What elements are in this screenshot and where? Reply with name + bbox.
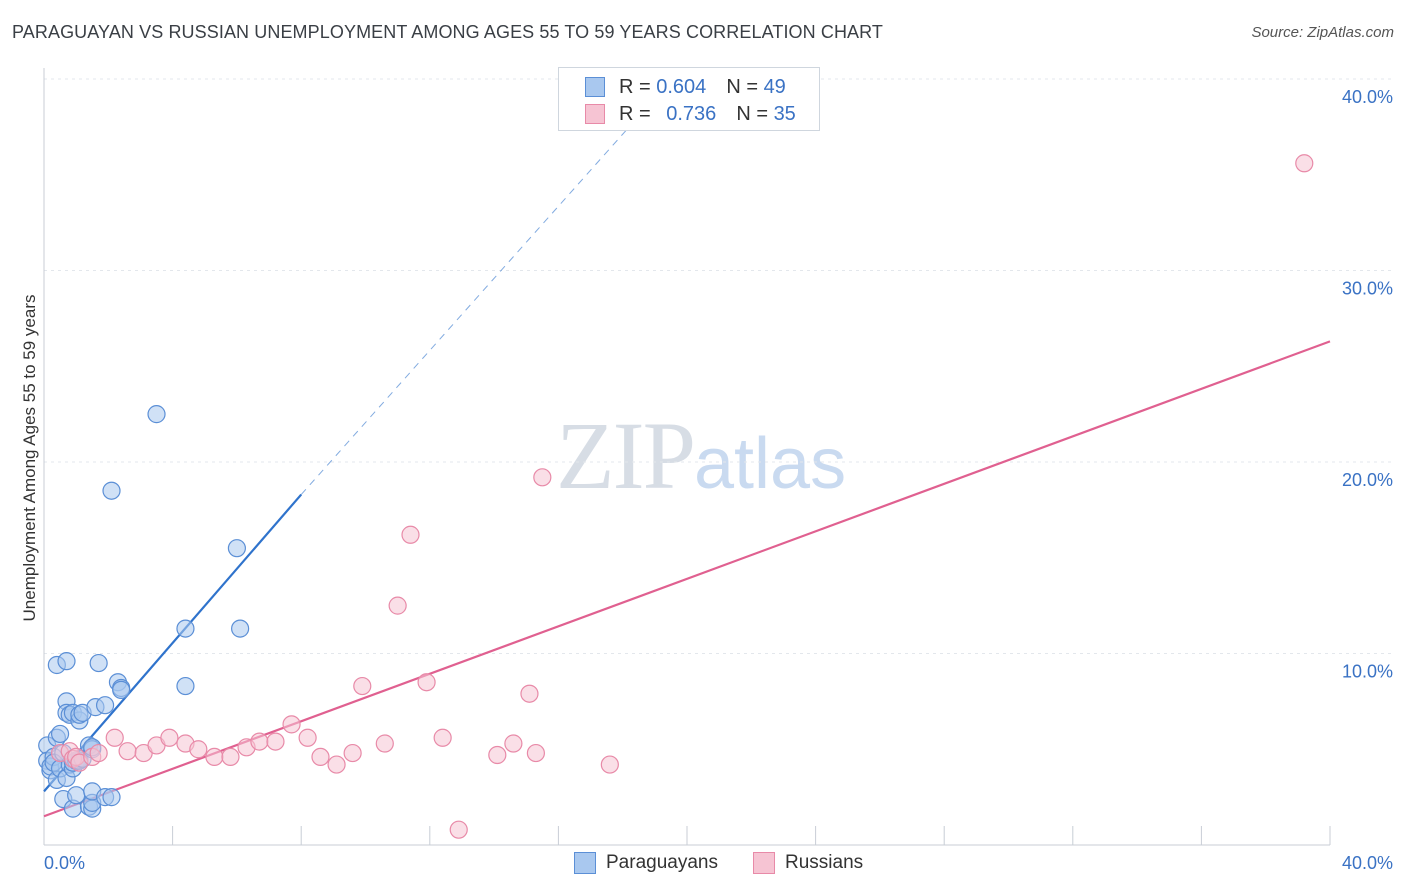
y-tick-label: 10.0%: [1342, 662, 1393, 682]
trend-lines: [43, 97, 1331, 818]
legend-r-label: R =: [619, 102, 651, 125]
y-tick-label: 30.0%: [1342, 279, 1393, 299]
series-swatch-blue: [574, 852, 596, 874]
point-paraguayans: [176, 676, 195, 696]
point-paraguayans: [95, 696, 115, 715]
point-russians: [327, 755, 346, 774]
point-russians: [388, 596, 407, 615]
legend-n-value: 49: [763, 75, 786, 98]
trendline-russians: [43, 340, 1331, 818]
series-legend-russians: Russians: [753, 852, 863, 874]
source-credit: Source: ZipAtlas.com: [1251, 24, 1394, 41]
y-tick-label: 40.0%: [1342, 87, 1393, 107]
point-paraguayans: [176, 619, 195, 638]
point-russians: [488, 745, 507, 765]
point-russians: [401, 525, 420, 544]
point-russians: [105, 728, 124, 747]
point-russians: [449, 820, 468, 839]
point-russians: [353, 676, 372, 696]
watermark-zip: ZIP: [556, 402, 696, 509]
legend-swatch-blue: [585, 77, 605, 97]
point-russians: [89, 743, 108, 763]
axes: [43, 68, 1331, 846]
point-paraguayans: [147, 405, 166, 424]
x-tick-label-min: 0.0%: [44, 853, 85, 873]
point-russians: [526, 743, 545, 763]
y-tick-label: 20.0%: [1342, 470, 1393, 490]
watermark-atlas: atlas: [694, 424, 847, 504]
point-russians: [298, 728, 317, 747]
data-points: [38, 154, 1314, 839]
point-paraguayans: [102, 481, 121, 500]
trendline-paraguayans-extension: [300, 97, 656, 495]
point-russians: [343, 743, 362, 763]
legend-r-label: R =: [619, 75, 651, 98]
series-label-paraguayans: Paraguayans: [606, 852, 718, 873]
point-paraguayans: [112, 680, 131, 699]
legend-n-value: 35: [773, 102, 796, 125]
y-axis-label: Unemployment Among Ages 55 to 59 years: [20, 295, 39, 622]
watermark: ZIPatlas: [556, 400, 846, 511]
legend-n-label: N =: [736, 102, 768, 125]
point-paraguayans: [231, 619, 250, 638]
series-swatch-pink: [753, 852, 775, 874]
correlation-legend: R = 0.604 N = 49 R = 0.736 N = 35: [558, 67, 820, 131]
point-russians: [311, 747, 330, 767]
series-label-russians: Russians: [785, 852, 864, 873]
point-russians: [118, 742, 137, 761]
legend-r-value: 0.736: [666, 102, 717, 125]
legend-row-russians: R = 0.736 N = 35: [585, 102, 796, 126]
point-russians: [1295, 154, 1314, 173]
point-russians: [282, 715, 301, 734]
point-paraguayans: [102, 788, 121, 807]
point-russians: [600, 755, 619, 774]
point-russians: [504, 734, 523, 753]
point-russians: [417, 673, 436, 692]
legend-r-value: 0.604: [656, 75, 707, 98]
legend-n-label: N =: [726, 75, 758, 98]
point-russians: [205, 747, 224, 767]
tick-labels: 10.0% 20.0% 30.0% 40.0% 0.0% 40.0%: [44, 87, 1393, 873]
point-paraguayans: [57, 652, 76, 671]
point-russians: [160, 728, 179, 747]
point-paraguayans: [89, 653, 108, 673]
point-russians: [266, 732, 285, 751]
point-russians: [375, 734, 394, 753]
point-russians: [433, 728, 452, 747]
point-russians: [250, 732, 269, 751]
point-russians: [221, 747, 240, 767]
series-legend-paraguayans: Paraguayans: [574, 852, 718, 874]
point-russians: [533, 468, 552, 487]
point-paraguayans: [227, 539, 246, 558]
point-paraguayans: [50, 724, 70, 744]
legend-row-paraguayans: R = 0.604 N = 49: [585, 75, 786, 99]
point-russians: [189, 740, 208, 759]
x-tick-label-max: 40.0%: [1342, 853, 1393, 873]
chart-title: PARAGUAYAN VS RUSSIAN UNEMPLOYMENT AMONG…: [12, 22, 884, 42]
point-russians: [520, 684, 539, 703]
legend-swatch-pink: [585, 104, 605, 124]
